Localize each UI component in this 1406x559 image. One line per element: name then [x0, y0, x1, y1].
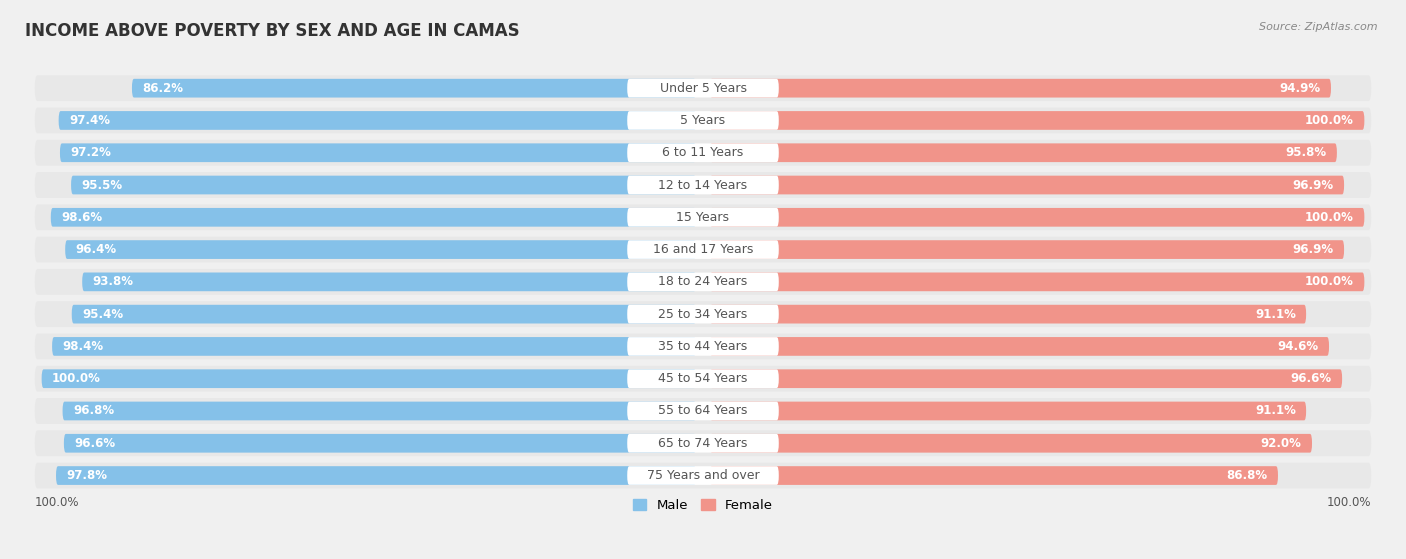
- Text: 91.1%: 91.1%: [1256, 307, 1296, 321]
- FancyBboxPatch shape: [710, 208, 1364, 226]
- FancyBboxPatch shape: [627, 434, 779, 453]
- Text: 100.0%: 100.0%: [35, 496, 79, 509]
- FancyBboxPatch shape: [627, 402, 779, 420]
- Text: 45 to 54 Years: 45 to 54 Years: [658, 372, 748, 385]
- FancyBboxPatch shape: [42, 369, 696, 388]
- FancyBboxPatch shape: [51, 208, 696, 226]
- FancyBboxPatch shape: [59, 111, 696, 130]
- Text: 86.2%: 86.2%: [142, 82, 183, 94]
- Text: 5 Years: 5 Years: [681, 114, 725, 127]
- Text: 95.8%: 95.8%: [1285, 146, 1326, 159]
- Text: 98.6%: 98.6%: [60, 211, 103, 224]
- FancyBboxPatch shape: [35, 236, 1371, 263]
- Text: Under 5 Years: Under 5 Years: [659, 82, 747, 94]
- Text: 92.0%: 92.0%: [1261, 437, 1302, 450]
- FancyBboxPatch shape: [627, 273, 779, 291]
- FancyBboxPatch shape: [710, 143, 1337, 162]
- FancyBboxPatch shape: [627, 240, 779, 259]
- Text: 93.8%: 93.8%: [93, 276, 134, 288]
- FancyBboxPatch shape: [627, 79, 779, 97]
- Text: 55 to 64 Years: 55 to 64 Years: [658, 405, 748, 418]
- FancyBboxPatch shape: [710, 240, 1344, 259]
- Text: INCOME ABOVE POVERTY BY SEX AND AGE IN CAMAS: INCOME ABOVE POVERTY BY SEX AND AGE IN C…: [25, 22, 520, 40]
- FancyBboxPatch shape: [62, 401, 696, 420]
- Text: 6 to 11 Years: 6 to 11 Years: [662, 146, 744, 159]
- Text: 97.8%: 97.8%: [66, 469, 107, 482]
- FancyBboxPatch shape: [627, 305, 779, 324]
- FancyBboxPatch shape: [35, 140, 1371, 165]
- FancyBboxPatch shape: [627, 144, 779, 162]
- FancyBboxPatch shape: [627, 176, 779, 195]
- FancyBboxPatch shape: [35, 463, 1371, 489]
- FancyBboxPatch shape: [35, 301, 1371, 327]
- FancyBboxPatch shape: [710, 369, 1343, 388]
- Text: 95.4%: 95.4%: [82, 307, 124, 321]
- Text: 12 to 14 Years: 12 to 14 Years: [658, 178, 748, 192]
- FancyBboxPatch shape: [72, 305, 696, 324]
- Text: 100.0%: 100.0%: [1305, 211, 1354, 224]
- FancyBboxPatch shape: [710, 401, 1306, 420]
- Text: 18 to 24 Years: 18 to 24 Years: [658, 276, 748, 288]
- FancyBboxPatch shape: [710, 466, 1278, 485]
- Text: 96.6%: 96.6%: [75, 437, 115, 450]
- Text: Source: ZipAtlas.com: Source: ZipAtlas.com: [1260, 22, 1378, 32]
- FancyBboxPatch shape: [35, 107, 1371, 134]
- FancyBboxPatch shape: [710, 337, 1329, 356]
- Text: 95.5%: 95.5%: [82, 178, 122, 192]
- Text: 75 Years and over: 75 Years and over: [647, 469, 759, 482]
- FancyBboxPatch shape: [35, 269, 1371, 295]
- FancyBboxPatch shape: [56, 466, 696, 485]
- FancyBboxPatch shape: [65, 240, 696, 259]
- Text: 91.1%: 91.1%: [1256, 405, 1296, 418]
- FancyBboxPatch shape: [35, 430, 1371, 456]
- Text: 35 to 44 Years: 35 to 44 Years: [658, 340, 748, 353]
- FancyBboxPatch shape: [710, 79, 1331, 97]
- Text: 96.8%: 96.8%: [73, 405, 114, 418]
- Text: 97.4%: 97.4%: [69, 114, 110, 127]
- Legend: Male, Female: Male, Female: [633, 499, 773, 512]
- FancyBboxPatch shape: [35, 334, 1371, 359]
- FancyBboxPatch shape: [82, 272, 696, 291]
- Text: 96.6%: 96.6%: [1291, 372, 1331, 385]
- FancyBboxPatch shape: [60, 143, 696, 162]
- Text: 16 and 17 Years: 16 and 17 Years: [652, 243, 754, 256]
- Text: 100.0%: 100.0%: [1327, 496, 1371, 509]
- Text: 98.4%: 98.4%: [62, 340, 104, 353]
- FancyBboxPatch shape: [710, 434, 1312, 453]
- FancyBboxPatch shape: [627, 369, 779, 388]
- FancyBboxPatch shape: [35, 205, 1371, 230]
- FancyBboxPatch shape: [35, 172, 1371, 198]
- Text: 15 Years: 15 Years: [676, 211, 730, 224]
- FancyBboxPatch shape: [35, 75, 1371, 101]
- FancyBboxPatch shape: [35, 366, 1371, 392]
- FancyBboxPatch shape: [52, 337, 696, 356]
- Text: 100.0%: 100.0%: [1305, 114, 1354, 127]
- FancyBboxPatch shape: [627, 208, 779, 226]
- Text: 94.9%: 94.9%: [1279, 82, 1320, 94]
- FancyBboxPatch shape: [63, 434, 696, 453]
- Text: 96.9%: 96.9%: [1292, 178, 1334, 192]
- Text: 96.4%: 96.4%: [76, 243, 117, 256]
- Text: 86.8%: 86.8%: [1226, 469, 1268, 482]
- FancyBboxPatch shape: [710, 176, 1344, 195]
- Text: 96.9%: 96.9%: [1292, 243, 1334, 256]
- FancyBboxPatch shape: [627, 337, 779, 356]
- FancyBboxPatch shape: [35, 398, 1371, 424]
- FancyBboxPatch shape: [710, 305, 1306, 324]
- FancyBboxPatch shape: [710, 111, 1364, 130]
- Text: 97.2%: 97.2%: [70, 146, 111, 159]
- Text: 100.0%: 100.0%: [1305, 276, 1354, 288]
- FancyBboxPatch shape: [72, 176, 696, 195]
- FancyBboxPatch shape: [710, 272, 1364, 291]
- Text: 100.0%: 100.0%: [52, 372, 101, 385]
- Text: 65 to 74 Years: 65 to 74 Years: [658, 437, 748, 450]
- FancyBboxPatch shape: [627, 111, 779, 130]
- FancyBboxPatch shape: [132, 79, 696, 97]
- Text: 25 to 34 Years: 25 to 34 Years: [658, 307, 748, 321]
- FancyBboxPatch shape: [627, 466, 779, 485]
- Text: 94.6%: 94.6%: [1278, 340, 1319, 353]
